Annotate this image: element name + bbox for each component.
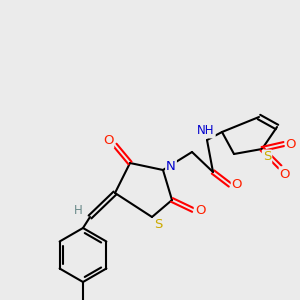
Text: O: O xyxy=(103,134,113,148)
Text: NH: NH xyxy=(197,124,215,137)
Text: O: O xyxy=(195,203,205,217)
Text: S: S xyxy=(154,218,162,232)
Text: S: S xyxy=(263,151,271,164)
Text: N: N xyxy=(166,160,176,172)
Text: O: O xyxy=(280,167,290,181)
Text: O: O xyxy=(232,178,242,191)
Text: H: H xyxy=(74,203,82,217)
Text: O: O xyxy=(286,137,296,151)
